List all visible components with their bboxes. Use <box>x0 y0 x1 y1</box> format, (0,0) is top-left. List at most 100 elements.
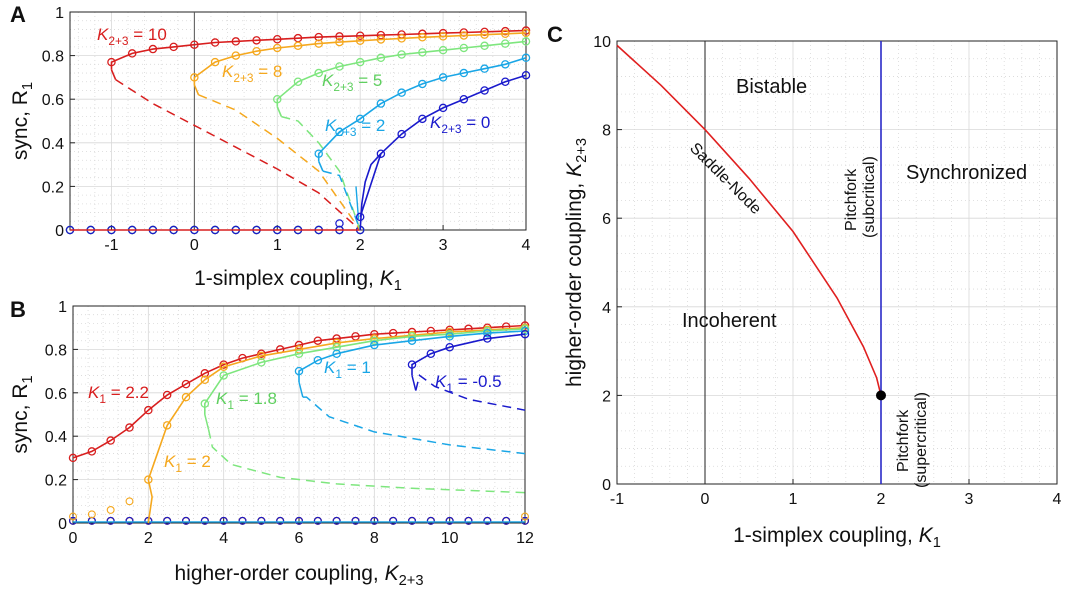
panel-a-series-3-marker <box>418 79 427 89</box>
panel-b-series-4-stable <box>411 333 526 376</box>
panel-a-series-2-marker <box>355 57 365 67</box>
panel-a-series-1-marker <box>190 73 199 82</box>
panel-a-series-3-unstable <box>322 170 361 231</box>
panel-c-region-synchronized: Synchronized <box>906 162 1027 184</box>
panel-a-ytick-label: 0.2 <box>42 179 64 196</box>
panel-a-series-0-marker <box>210 38 220 47</box>
panel-a-series-4-marker <box>397 129 406 139</box>
panel-b-annotation-0-var: K <box>88 383 100 402</box>
panel-c-saddle-node-curve <box>616 44 882 396</box>
panel-b-series-3-nose <box>298 381 304 398</box>
panel-b-zero-marker <box>257 516 266 525</box>
panel-a-xtick-label: 2 <box>356 237 365 254</box>
panel-b-ylabel-text: sync, R <box>9 384 32 454</box>
panel-b-series-1-marker <box>219 362 228 372</box>
panel-b-ytick-label: 0.4 <box>45 429 67 446</box>
panel-c-pitchfork-sup-label-2: (supercritical) <box>913 392 930 488</box>
panel-a-annotation-4-var: K <box>430 113 442 132</box>
panel-b-zero-marker <box>200 516 209 525</box>
panel-b-series-1-stable <box>147 326 526 524</box>
panel-b-series-4-nose <box>411 375 417 391</box>
panel-a-series-0-marker <box>190 40 199 49</box>
panel-b-series-4-marker <box>407 360 417 369</box>
panel-b-zero-marker <box>408 516 416 525</box>
panel-a-ytick-label: 0.8 <box>42 49 64 66</box>
panel-b-series-0-marker <box>313 336 323 345</box>
panel-b-annotation-2-var: K <box>216 389 228 408</box>
panel-c-xtick-label: 1 <box>789 491 798 508</box>
panel-b-zero-marker <box>370 516 379 525</box>
panel-a-series-0-marker <box>314 32 323 42</box>
panel-b-series-2-stable <box>204 328 526 415</box>
panel-b-series-3-marker <box>294 366 304 376</box>
panel-a-series-1-nose <box>193 84 200 96</box>
panel-a-series-0-marker <box>107 57 116 67</box>
panel-b-series-1-marker <box>181 392 191 402</box>
panel-b-annotation-2: K1 = 1.8 <box>216 389 277 412</box>
panel-b-series-0-marker <box>68 453 78 463</box>
panel-b-xlabel: higher-order coupling, K2+3 <box>174 562 423 589</box>
panel-a-series-1-marker <box>480 30 489 39</box>
panel-b-annotation-4-var: K <box>435 372 447 391</box>
panel-a-series-1-marker <box>335 37 344 47</box>
panel-b-series-1-marker <box>257 351 266 361</box>
panel-c-ytick-label: 6 <box>602 211 611 228</box>
panel-b-annotation-4-sub: 1 <box>446 381 453 395</box>
panel-c-xtick-label: -1 <box>610 491 624 508</box>
panel-b-ytick-label: 0.8 <box>45 342 67 359</box>
panel-b-annotation-3-sub: 1 <box>335 367 342 381</box>
panel-c-ytick-label: 10 <box>593 34 611 51</box>
panel-a-annotation-2: K2+3 = 5 <box>322 71 382 94</box>
panel-b-annotation-1-sub: 1 <box>175 461 182 475</box>
panel-a-series-0-stable <box>110 29 527 70</box>
panel-a-xtick-label: 1 <box>273 237 282 254</box>
panel-b-annotation-0-post: = 2.2 <box>106 383 149 402</box>
panel-a-series-4-root <box>359 153 382 231</box>
panel-c-region-bistable: Bistable <box>736 76 807 98</box>
panel-a-series-0-unstable <box>115 78 361 231</box>
panel-a-annotation-0: K2+3 = 10 <box>97 25 167 48</box>
panel-b-series-0-marker <box>200 369 210 378</box>
panel-a-series-3-marker <box>376 99 386 108</box>
panel-a-label: A <box>10 2 26 27</box>
panel-a-series-0-marker <box>521 26 531 35</box>
panel-b-series-2-nose <box>204 414 210 430</box>
panel-a-annotation-4-sub: 2+3 <box>441 122 462 136</box>
panel-a-series-1-unstable <box>198 94 361 231</box>
panel-c-ylabel-text: higher-order coupling, <box>563 177 586 387</box>
panel-a-series-2-marker <box>438 45 448 55</box>
panel-c-xtick-label: 2 <box>877 491 886 508</box>
panel-b-ytick-label: 0.2 <box>45 473 67 490</box>
panel-a-xlabel: 1-simplex coupling, K1 <box>194 267 402 294</box>
panel-a-annotation-3: K2+3 = 2 <box>325 116 385 139</box>
panel-b-xlabel-text: higher-order coupling, <box>174 562 384 585</box>
panel-b-ylabel: sync, R1 <box>9 375 36 453</box>
panel-b-series-4-marker <box>445 342 454 352</box>
panel-b-ytick-label: 0 <box>58 516 67 533</box>
panel-a-series-1-marker <box>355 36 365 46</box>
panel-a-extra-marker <box>335 219 344 228</box>
panel-c-xtick-label: 0 <box>701 491 710 508</box>
panel-b-annotation-0: K1 = 2.2 <box>88 383 149 406</box>
panel-c-pitchfork-sup-label: Pitchfork <box>895 409 912 472</box>
panel-a-xlabel-text: 1-simplex coupling, <box>194 267 380 290</box>
panel-a-series-3-marker <box>397 88 406 97</box>
panel-b-zero-marker <box>163 516 172 525</box>
panel-a-xlabel-sub: 1 <box>394 278 402 294</box>
panel-b-xtick-label: 4 <box>219 530 228 547</box>
panel-a-series-4-marker <box>438 103 448 113</box>
panel-a-series-4-marker <box>480 86 489 95</box>
panel-a-series-4-marker <box>376 149 386 158</box>
panel-b-zero-marker <box>238 516 247 525</box>
panel-c-ytick-label: 4 <box>602 300 611 317</box>
panel-b-series-2-marker <box>219 371 228 380</box>
panel-a-series-2-marker <box>273 94 282 104</box>
panel-a-series-1-marker <box>314 39 323 48</box>
panel-c-xlabel-text: 1-simplex coupling, <box>733 524 919 547</box>
panel-a-series-3-nose <box>317 160 324 172</box>
panel-b-orange-marker <box>69 512 77 521</box>
panel-b-xlabel-sub: 2+3 <box>399 573 424 589</box>
